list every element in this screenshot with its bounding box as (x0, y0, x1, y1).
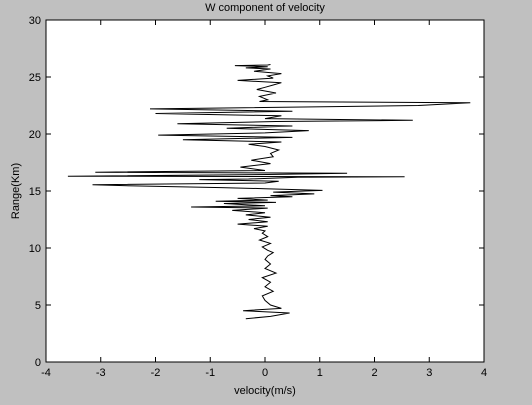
x-tick-label: -4 (41, 367, 51, 379)
x-tick-label: 0 (262, 367, 268, 379)
y-tick-label: 25 (29, 72, 41, 84)
y-axis-label: Range(Km) (10, 163, 22, 219)
chart-title: W component of velocity (205, 2, 325, 14)
x-tick-label: -2 (151, 367, 161, 379)
x-tick-label: 1 (317, 367, 323, 379)
x-tick-label: -1 (205, 367, 215, 379)
y-tick-label: 0 (35, 357, 41, 369)
y-tick-label: 20 (29, 129, 41, 141)
x-tick-label: 4 (481, 367, 487, 379)
x-tick-label: 3 (426, 367, 432, 379)
y-tick-labels: 0 5 10 15 20 25 30 (29, 15, 41, 369)
y-tick-label: 5 (35, 300, 41, 312)
y-tick-label: 30 (29, 15, 41, 27)
x-tick-labels: -4 -3 -2 -1 0 1 2 3 4 (41, 367, 487, 379)
x-tick-label: -3 (96, 367, 106, 379)
x-tick-label: 2 (371, 367, 377, 379)
x-axis-label: velocity(m/s) (234, 385, 296, 397)
velocity-series-line (67, 64, 471, 320)
y-tick-label: 15 (29, 186, 41, 198)
plot-area (45, 19, 485, 363)
y-tick-label: 10 (29, 243, 41, 255)
axis-ticks (45, 19, 485, 363)
